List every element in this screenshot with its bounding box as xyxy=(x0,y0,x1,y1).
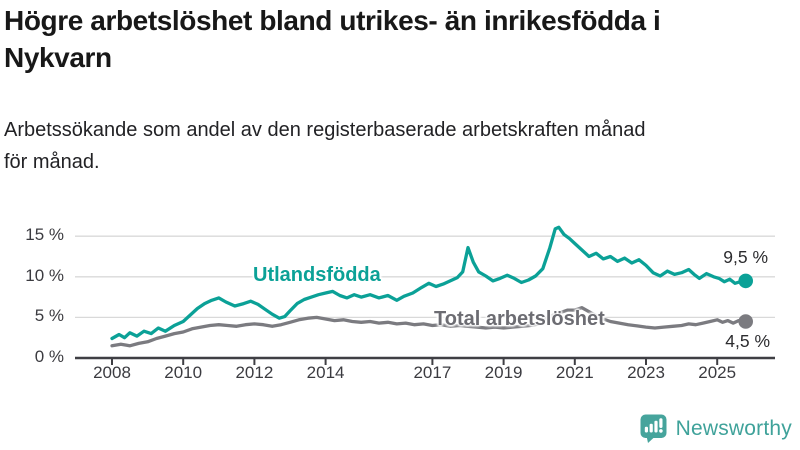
end-value-label-total: 4,5 % xyxy=(725,331,770,351)
x-axis-tick-label: 2023 xyxy=(627,363,665,382)
y-axis-tick-label: 15 % xyxy=(25,225,64,245)
x-axis-tick-label: 2010 xyxy=(164,363,203,382)
x-axis-tick-label: 2008 xyxy=(93,363,131,382)
chart-title-line1: Högre arbetslöshet bland utrikes- än inr… xyxy=(4,5,661,36)
chart-title-line2: Nykvarn xyxy=(4,42,112,73)
x-axis-tick-label: 2021 xyxy=(555,363,594,382)
series-line xyxy=(110,225,748,341)
end-value-label-utlandsfodda: 9,5 % xyxy=(723,247,768,267)
chart-subtitle: Arbetssökande som andel av den registerb… xyxy=(4,114,800,178)
series-line xyxy=(110,306,748,348)
y-axis-tick-label: 0 % xyxy=(34,347,64,366)
x-axis-tick-label: 2014 xyxy=(306,363,345,382)
series-end-dot xyxy=(738,273,753,289)
chart-subtitle-line2: för månad. xyxy=(4,151,100,173)
x-axis-tick-label: 2025 xyxy=(698,363,737,382)
x-axis-tick-label: 2012 xyxy=(235,363,274,382)
x-axis-tick-label: 2019 xyxy=(484,363,523,382)
series-label-total-arbetsloshet: Total arbetslöshet xyxy=(434,308,605,330)
newsworthy-logo: Newsworthy xyxy=(640,414,792,443)
series-label-utlandsfodda: Utlandsfödda xyxy=(253,264,381,286)
chart-subtitle-line1: Arbetssökande som andel av den registerb… xyxy=(4,119,646,141)
chart-title: Högre arbetslöshet bland utrikes- än inr… xyxy=(4,2,800,76)
newsworthy-wordmark: Newsworthy xyxy=(675,416,792,440)
series-end-dot xyxy=(738,314,753,329)
y-axis-tick-label: 10 % xyxy=(25,265,64,285)
y-axis-tick-label: 5 % xyxy=(34,306,64,326)
newsworthy-bubble-chart-icon xyxy=(640,414,667,443)
x-axis-tick-label: 2017 xyxy=(413,363,452,382)
